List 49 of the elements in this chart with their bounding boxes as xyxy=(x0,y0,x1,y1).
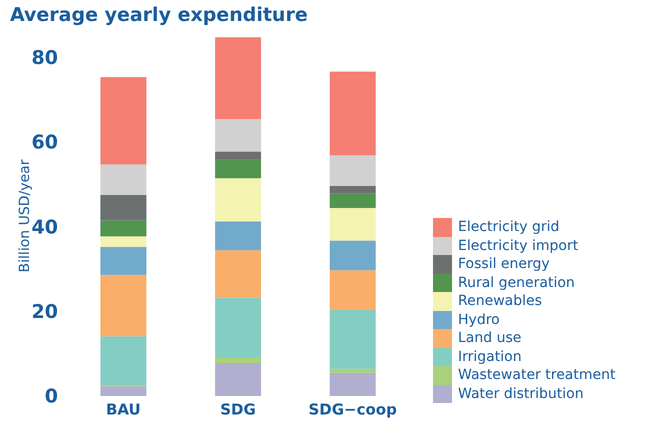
x-tick-label: SDG xyxy=(220,400,256,419)
legend-label: Land use xyxy=(458,330,522,346)
legend-label: Fossil energy xyxy=(458,256,550,272)
bar xyxy=(330,270,376,310)
bar xyxy=(215,298,262,358)
legend-label: Rural generation xyxy=(458,274,575,291)
y-tick-label: 0 xyxy=(44,386,58,408)
bar xyxy=(215,357,262,363)
y-tick-label: 80 xyxy=(32,46,58,69)
legend-label: Electricity grid xyxy=(458,219,560,236)
bar xyxy=(100,220,146,236)
bar xyxy=(215,178,262,222)
bar xyxy=(330,240,376,270)
bar xyxy=(215,37,262,120)
bar xyxy=(215,119,262,152)
legend-label: Renewables xyxy=(458,293,542,310)
bar xyxy=(100,386,146,396)
bar xyxy=(215,362,262,396)
y-axis-title: Billion USD/year xyxy=(16,159,33,272)
bar xyxy=(215,250,262,298)
x-tick-label: BAU xyxy=(106,400,141,419)
bar xyxy=(330,372,376,396)
legend-label: Hydro xyxy=(458,312,500,328)
bar xyxy=(330,193,376,208)
chart-title: Average yearly expenditure xyxy=(10,4,308,26)
bar xyxy=(100,194,146,220)
legend-label: Electricity import xyxy=(458,238,578,254)
legend-label: Water distribution xyxy=(458,386,584,402)
bar xyxy=(330,368,376,373)
bar xyxy=(215,160,262,178)
legend-label: Wastewater treatment xyxy=(458,367,616,384)
bar xyxy=(330,208,376,241)
y-tick-label: 20 xyxy=(32,301,58,324)
y-tick-label: 40 xyxy=(32,216,58,238)
legend-label: Irrigation xyxy=(458,348,522,365)
y-tick-label: 60 xyxy=(32,132,58,154)
bar xyxy=(100,236,146,247)
bar xyxy=(100,77,146,164)
x-tick-label: SDG−coop xyxy=(308,400,398,419)
bar xyxy=(215,222,262,250)
bar xyxy=(100,336,146,385)
bar xyxy=(100,164,146,195)
bar xyxy=(100,246,146,275)
bar xyxy=(330,72,376,156)
bar xyxy=(330,155,376,186)
bar xyxy=(215,152,262,160)
bar xyxy=(330,186,376,194)
bar xyxy=(100,274,146,336)
bar xyxy=(330,310,376,369)
